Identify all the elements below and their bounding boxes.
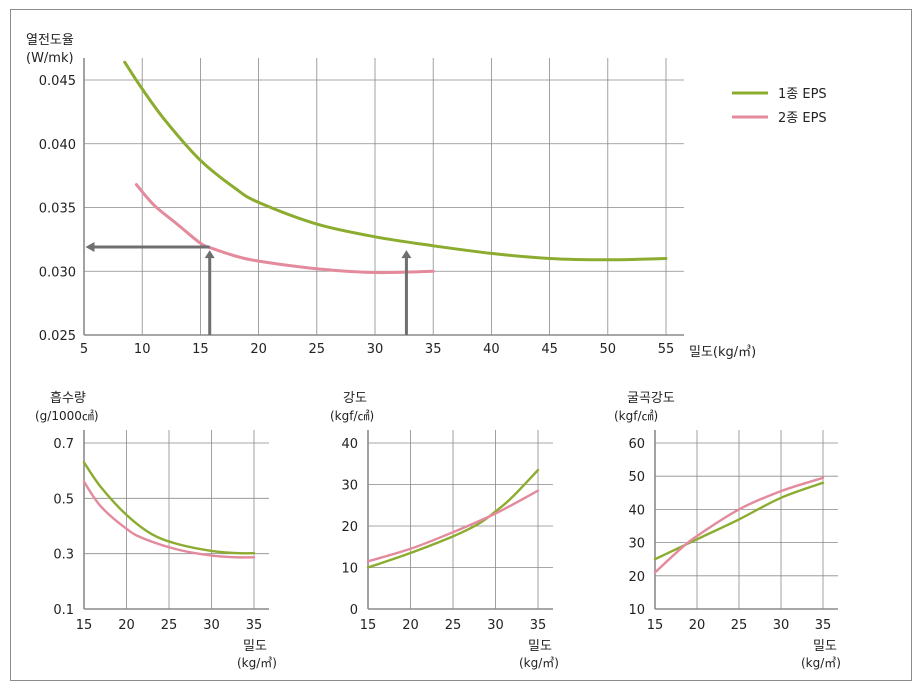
strength-x-tick-label: 20 bbox=[402, 618, 419, 633]
main-x-tick-label: 55 bbox=[658, 342, 675, 357]
strength-x-tick-label: 25 bbox=[445, 618, 462, 633]
main-y-tick-label: 0.045 bbox=[39, 74, 76, 89]
strength-series-green-line bbox=[366, 468, 540, 569]
flexural-x-tick-label: 35 bbox=[815, 618, 832, 633]
main-x-tick-label: 45 bbox=[541, 342, 558, 357]
main-y-tick-label: 0.025 bbox=[39, 329, 76, 344]
annotation-arrowhead-up bbox=[401, 250, 412, 259]
strength-x-tick-label: 35 bbox=[530, 618, 547, 633]
absorption-y-tick-label: 0.7 bbox=[53, 437, 74, 452]
main-x-tick-label: 30 bbox=[367, 342, 384, 357]
absorption-series-green-line bbox=[82, 461, 256, 555]
strength-y-tick-label: 20 bbox=[341, 520, 358, 535]
strength-xlabel-line1: 밀도 bbox=[528, 639, 552, 654]
figure-frame bbox=[10, 9, 912, 681]
main-x-tick-label: 5 bbox=[80, 342, 88, 357]
flexural-y-tick-label: 10 bbox=[628, 603, 645, 618]
main-y-tick-label: 0.040 bbox=[39, 138, 76, 153]
main-x-tick-label: 10 bbox=[134, 342, 151, 357]
flexural-xlabel-line2: (kg/㎥) bbox=[801, 656, 841, 670]
absorption-x-tick-label: 30 bbox=[203, 618, 220, 633]
absorption-x-tick-label: 20 bbox=[118, 618, 135, 633]
strength-x-tick-label: 30 bbox=[487, 618, 504, 633]
flexural-y-tick-label: 30 bbox=[628, 537, 645, 552]
flexural-y-tick-label: 60 bbox=[628, 437, 645, 452]
flexural-y-tick-label: 20 bbox=[628, 570, 645, 585]
main-y-tick-label: 0.035 bbox=[39, 202, 76, 217]
absorption-y-tick-label: 0.5 bbox=[53, 492, 74, 507]
strength-y-tick-label: 0 bbox=[350, 603, 358, 618]
strength-y-tick-label: 10 bbox=[341, 562, 358, 577]
flexural-series-pink-line bbox=[653, 476, 825, 574]
strength-y-tick-label: 30 bbox=[341, 479, 358, 494]
absorption-x-tick-label: 35 bbox=[246, 618, 263, 633]
main-y-tick-label: 0.030 bbox=[39, 265, 76, 280]
absorption-xlabel-line2: (kg/㎥) bbox=[237, 656, 277, 670]
absorption-y-tick-label: 0.1 bbox=[53, 603, 74, 618]
legend-label-2: 2종 EPS bbox=[778, 111, 827, 126]
absorption-x-tick-label: 25 bbox=[161, 618, 178, 633]
main-x-tick-label: 35 bbox=[425, 342, 442, 357]
main-x-tick-label: 40 bbox=[483, 342, 500, 357]
strength-ylabel-line1: 강도 bbox=[343, 391, 367, 406]
absorption-x-tick-label: 15 bbox=[76, 618, 93, 633]
annotation-arrowhead-up bbox=[204, 250, 215, 259]
main-chart: 5 10 15 20 25 30 35 40 45 50 55 0.025 0.030 0.035 0.04… bbox=[39, 58, 684, 357]
strength-y-tick-label: 40 bbox=[341, 437, 358, 452]
main-x-tick-label: 25 bbox=[309, 342, 326, 357]
strength-series-pink-line bbox=[366, 489, 540, 563]
strength-chart: 15 20 25 30 35 0 10 20 30 40 bbox=[341, 430, 553, 633]
legend: 1종 EPS 2종 EPS bbox=[732, 87, 827, 126]
flexural-chart: 15 20 25 30 35 10 20 30 40 50 60 bbox=[628, 430, 838, 633]
flexural-x-tick-label: 15 bbox=[647, 618, 664, 633]
flexural-y-tick-label: 40 bbox=[628, 503, 645, 518]
flexural-y-tick-label: 50 bbox=[628, 470, 645, 485]
main-xlabel: 밀도(kg/㎥) bbox=[689, 345, 756, 360]
main-series-pink-line bbox=[134, 183, 435, 275]
main-x-tick-label: 20 bbox=[250, 342, 267, 357]
flexural-xlabel-line1: 밀도 bbox=[813, 639, 837, 654]
strength-ylabel-line2: (kgf/㎠) bbox=[330, 409, 374, 423]
main-ylabel-line2: (W/mk) bbox=[26, 51, 74, 66]
flexural-ylabel-line2: (kgf/㎠) bbox=[614, 409, 658, 423]
annotation-arrowhead-left bbox=[85, 242, 95, 253]
legend-label-1: 1종 EPS bbox=[778, 87, 827, 102]
absorption-ylabel-line2: (g/1000㎠) bbox=[35, 409, 99, 423]
main-series-green-line bbox=[123, 60, 668, 262]
absorption-chart: 15 20 25 30 35 0.1 0.3 0.5 0.7 bbox=[53, 430, 269, 633]
strength-x-tick-label: 15 bbox=[360, 618, 377, 633]
absorption-y-tick-label: 0.3 bbox=[53, 548, 74, 563]
main-x-tick-label: 50 bbox=[600, 342, 617, 357]
flexural-x-tick-label: 20 bbox=[689, 618, 706, 633]
flexural-ylabel-line1: 굴곡강도 bbox=[627, 391, 675, 406]
main-ylabel-line1: 열전도율 bbox=[26, 33, 74, 48]
absorption-series-pink-line bbox=[82, 480, 256, 559]
flexural-x-tick-label: 30 bbox=[773, 618, 790, 633]
strength-xlabel-line2: (kg/㎥) bbox=[519, 656, 559, 670]
absorption-xlabel-line1: 밀도 bbox=[243, 639, 267, 654]
flexural-x-tick-label: 25 bbox=[731, 618, 748, 633]
main-x-tick-label: 15 bbox=[192, 342, 209, 357]
absorption-ylabel-line1: 흡수량 bbox=[50, 391, 86, 406]
